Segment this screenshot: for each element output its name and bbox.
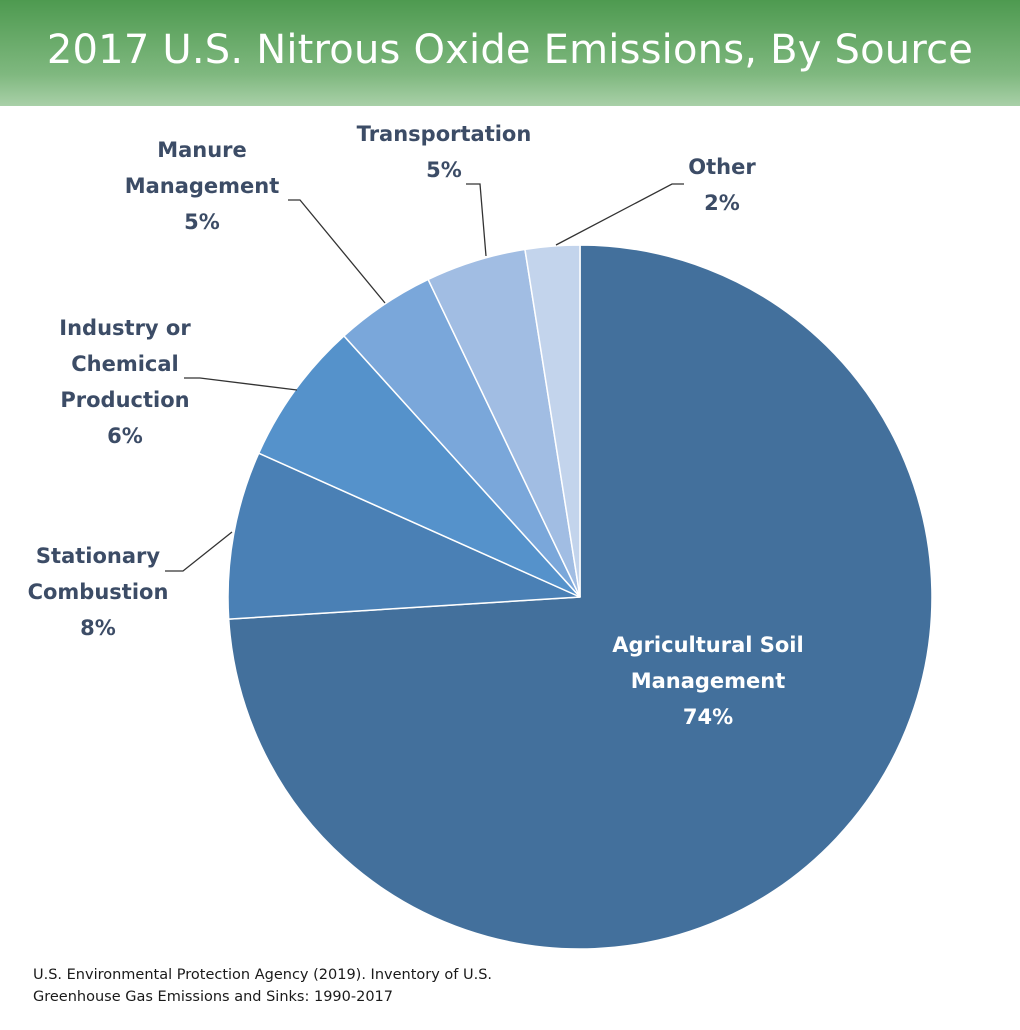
source-line-1: U.S. Environmental Protection Agency (20… bbox=[33, 967, 493, 983]
slice-percent-other: 2% bbox=[704, 191, 740, 215]
slice-name-line: Other bbox=[688, 155, 756, 179]
slice-name-line: Manure bbox=[157, 138, 247, 162]
slice-label-transportation: Transportation 5% bbox=[357, 122, 532, 182]
leader-line-industry-or-chemical-production bbox=[184, 377, 298, 391]
slice-name-line: Production bbox=[60, 388, 189, 412]
slice-labels: Agricultural Soil Management 74% Stationary… bbox=[28, 122, 804, 729]
leader-line-stationary-combustion bbox=[165, 531, 233, 572]
title-banner bbox=[0, 0, 1020, 106]
slice-label-stationary-combustion: Stationary Combustion 8% bbox=[28, 544, 169, 640]
slice-percent-agricultural-soil-management: 74% bbox=[683, 705, 733, 729]
slice-name-line: Stationary bbox=[36, 544, 160, 568]
slice-percent-transportation: 5% bbox=[426, 158, 462, 182]
slice-label-industry-or-chemical-production: Industry or Chemical Production 6% bbox=[59, 316, 191, 448]
slice-label-manure-management: Manure Management 5% bbox=[125, 138, 280, 234]
slice-percent-industry-or-chemical-production: 6% bbox=[107, 424, 143, 448]
pie-slice-stationary-combustion bbox=[227, 452, 581, 620]
slice-name-line: Industry or bbox=[59, 316, 191, 340]
pie-slice-other bbox=[524, 244, 581, 598]
slice-name-line: Chemical bbox=[71, 352, 179, 376]
source-line-2: Greenhouse Gas Emissions and Sinks: 1990… bbox=[33, 989, 394, 1005]
leader-line-other bbox=[555, 183, 684, 246]
slice-percent-manure-management: 5% bbox=[184, 210, 220, 234]
slice-name-line: Management bbox=[631, 669, 786, 693]
slice-label-agricultural-soil-management: Agricultural Soil Management 74% bbox=[612, 633, 803, 729]
slice-name-line: Agricultural Soil bbox=[612, 633, 803, 657]
slice-name-line: Transportation bbox=[357, 122, 532, 146]
slice-percent-stationary-combustion: 8% bbox=[80, 616, 116, 640]
slice-name-line: Management bbox=[125, 174, 280, 198]
slice-label-other: Other 2% bbox=[688, 155, 756, 215]
chart-title: 2017 U.S. Nitrous Oxide Emissions, By So… bbox=[46, 27, 974, 73]
pie-slices bbox=[227, 244, 933, 950]
leader-line-manure-management bbox=[288, 199, 386, 304]
source-citation: U.S. Environmental Protection Agency (20… bbox=[33, 964, 633, 1008]
leader-line-transportation bbox=[466, 183, 487, 257]
slice-name-line: Combustion bbox=[28, 580, 169, 604]
leader-lines bbox=[165, 183, 684, 572]
